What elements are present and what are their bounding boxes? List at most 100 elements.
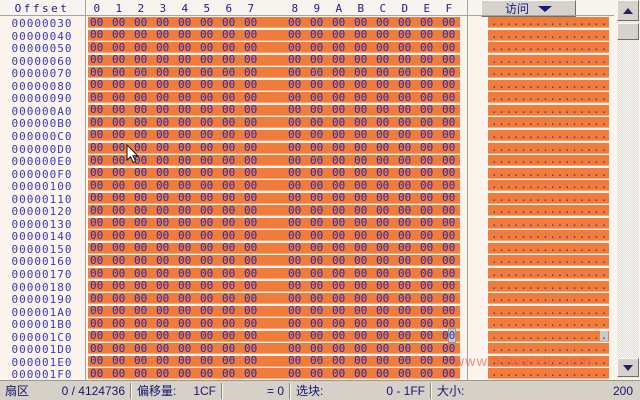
hex-byte[interactable]: 00: [376, 90, 390, 104]
hex-byte[interactable]: 00: [90, 65, 104, 79]
hex-row[interactable]: 00 00 00 00 00 00 00 00 00 00 00 00 00 00 00 00: [88, 78, 460, 92]
hex-byte[interactable]: 00: [398, 329, 412, 343]
hex-byte[interactable]: 00: [244, 128, 258, 142]
hex-byte[interactable]: 00: [134, 216, 148, 230]
hex-byte[interactable]: 00: [398, 115, 412, 129]
hex-byte[interactable]: 00: [442, 341, 456, 355]
hex-byte[interactable]: 00: [420, 241, 434, 255]
hex-byte[interactable]: 00: [310, 203, 324, 217]
hex-byte[interactable]: 00: [288, 253, 302, 267]
hex-byte[interactable]: 00: [134, 291, 148, 305]
hex-byte[interactable]: 00: [90, 115, 104, 129]
hex-byte[interactable]: 00: [288, 304, 302, 318]
hex-byte[interactable]: 00: [332, 40, 346, 54]
hex-byte[interactable]: 00: [90, 341, 104, 355]
hex-byte[interactable]: 00: [178, 291, 192, 305]
hex-byte[interactable]: 00: [90, 191, 104, 205]
hex-byte[interactable]: 00: [134, 354, 148, 368]
hex-row[interactable]: 00 00 00 00 00 00 00 00 00 00 00 00 00 00 00 00: [88, 253, 460, 267]
hex-byte[interactable]: 00: [288, 329, 302, 343]
hex-byte[interactable]: 00: [288, 103, 302, 117]
hex-byte[interactable]: 00: [200, 128, 214, 142]
hex-row[interactable]: 00 00 00 00 00 00 00 00 00 00 00 00 00 00 00 00: [88, 316, 460, 330]
hex-byte[interactable]: 00: [178, 15, 192, 29]
hex-byte[interactable]: 00: [354, 115, 368, 129]
hex-row[interactable]: 00 00 00 00 00 00 00 00 00 00 00 00 00 00 00 00: [88, 65, 460, 79]
hex-byte[interactable]: 00: [244, 291, 258, 305]
hex-byte[interactable]: 00: [112, 329, 126, 343]
hex-byte[interactable]: 00: [178, 78, 192, 92]
hex-byte[interactable]: 00: [420, 28, 434, 42]
hex-byte[interactable]: 00: [310, 279, 324, 293]
hex-byte[interactable]: 00: [288, 279, 302, 293]
hex-byte[interactable]: 00: [244, 191, 258, 205]
hex-byte[interactable]: 00: [442, 291, 456, 305]
ascii-row[interactable]: ................: [488, 217, 609, 229]
hex-byte[interactable]: 00: [442, 65, 456, 79]
hex-byte[interactable]: 00: [332, 15, 346, 29]
hex-byte[interactable]: 00: [376, 166, 390, 180]
hex-byte[interactable]: 00: [398, 65, 412, 79]
hex-byte[interactable]: 00: [112, 354, 126, 368]
ascii-row[interactable]: ................: [488, 104, 609, 116]
hex-byte[interactable]: 00: [442, 53, 456, 67]
hex-byte[interactable]: 00: [376, 228, 390, 242]
ascii-row[interactable]: ................: [488, 280, 609, 292]
hex-byte[interactable]: 00: [156, 241, 170, 255]
hex-byte[interactable]: 00: [420, 279, 434, 293]
hex-byte[interactable]: 00: [354, 291, 368, 305]
hex-byte[interactable]: 00: [420, 65, 434, 79]
hex-byte[interactable]: 00: [112, 216, 126, 230]
hex-byte[interactable]: 00: [200, 241, 214, 255]
hex-byte[interactable]: 00: [288, 40, 302, 54]
hex-byte[interactable]: 00: [442, 128, 456, 142]
hex-byte[interactable]: 00: [134, 128, 148, 142]
hex-byte[interactable]: 00: [310, 329, 324, 343]
hex-byte[interactable]: 00: [288, 241, 302, 255]
hex-byte[interactable]: 00: [376, 316, 390, 330]
hex-byte[interactable]: 00: [398, 53, 412, 67]
hex-byte[interactable]: 00: [354, 153, 368, 167]
hex-byte[interactable]: 00: [178, 253, 192, 267]
hex-byte[interactable]: 00: [90, 329, 104, 343]
hex-byte[interactable]: 00: [244, 40, 258, 54]
hex-byte[interactable]: 00: [244, 90, 258, 104]
hex-byte[interactable]: 00: [222, 78, 236, 92]
ascii-row[interactable]: ................: [488, 192, 609, 204]
hex-byte[interactable]: 00: [332, 90, 346, 104]
hex-byte[interactable]: 00: [354, 40, 368, 54]
hex-byte[interactable]: 00: [288, 153, 302, 167]
hex-byte[interactable]: 00: [200, 279, 214, 293]
hex-byte[interactable]: 00: [398, 291, 412, 305]
hex-byte[interactable]: 00: [310, 304, 324, 318]
hex-byte[interactable]: 00: [156, 253, 170, 267]
ascii-row[interactable]: ................: [488, 317, 609, 330]
hex-byte[interactable]: 00: [156, 366, 170, 380]
hex-byte[interactable]: 00: [112, 103, 126, 117]
hex-byte[interactable]: 00: [112, 191, 126, 205]
hex-byte[interactable]: 00: [156, 65, 170, 79]
hex-byte[interactable]: 00: [398, 103, 412, 117]
hex-byte[interactable]: 00: [134, 15, 148, 29]
hex-byte[interactable]: 00: [222, 279, 236, 293]
hex-byte[interactable]: 00: [244, 341, 258, 355]
hex-byte[interactable]: 00: [134, 115, 148, 129]
hex-byte[interactable]: 00: [134, 191, 148, 205]
hex-byte[interactable]: 00: [156, 153, 170, 167]
hex-byte[interactable]: 00: [398, 341, 412, 355]
hex-byte[interactable]: 00: [376, 291, 390, 305]
hex-byte[interactable]: 00: [244, 316, 258, 330]
hex-byte[interactable]: 00: [310, 40, 324, 54]
hex-byte[interactable]: 00: [420, 153, 434, 167]
hex-byte[interactable]: 00: [310, 241, 324, 255]
hex-byte[interactable]: 00: [222, 291, 236, 305]
hex-byte[interactable]: 00: [310, 115, 324, 129]
hex-byte[interactable]: 00: [178, 178, 192, 192]
hex-byte[interactable]: 00: [222, 90, 236, 104]
hex-byte[interactable]: 00: [156, 141, 170, 155]
hex-byte[interactable]: 00: [310, 316, 324, 330]
hex-byte[interactable]: 00: [134, 366, 148, 380]
scroll-down-button[interactable]: [617, 358, 639, 377]
hex-byte[interactable]: 00: [288, 115, 302, 129]
hex-byte[interactable]: 00: [244, 166, 258, 180]
